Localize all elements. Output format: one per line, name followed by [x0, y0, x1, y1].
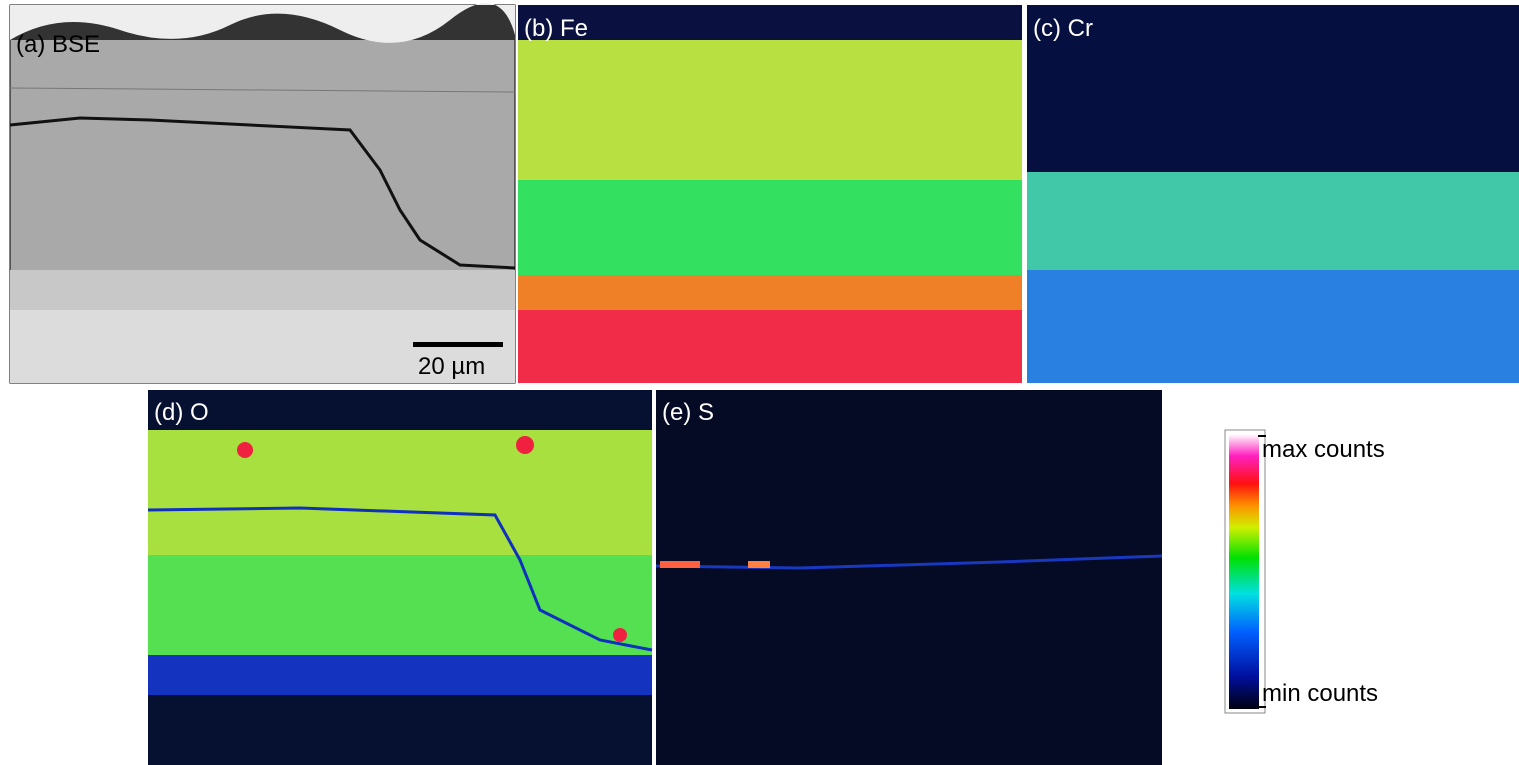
- panel-label: (b) Fe: [524, 15, 588, 42]
- band: [1027, 270, 1519, 383]
- panel-o: (d) O: [148, 390, 652, 765]
- band: [518, 275, 1022, 310]
- spot: [237, 442, 253, 458]
- panel-label: (d) O: [154, 399, 209, 426]
- band: [148, 655, 652, 695]
- colorbar: max counts min counts: [1225, 430, 1385, 713]
- panel-frame: [656, 390, 1162, 765]
- panel-label: (e) S: [662, 399, 714, 426]
- band: [148, 430, 652, 555]
- panel-fe: (b) Fe: [518, 5, 1022, 383]
- panel-cr: (c) Cr: [1027, 5, 1519, 383]
- spot: [660, 561, 700, 568]
- scale-label: 20 µm: [418, 353, 485, 380]
- figure: 20 µm (a) BSE (b) Fe (c) Cr (d) O (e) S: [0, 0, 1519, 765]
- band: [10, 270, 515, 310]
- colorbar-gradient: [1229, 434, 1259, 709]
- spot: [516, 436, 534, 454]
- panel-s: (e) S: [656, 390, 1162, 765]
- scale-bar: [413, 342, 503, 347]
- band: [148, 555, 652, 655]
- min-label: min counts: [1262, 680, 1378, 707]
- spot: [748, 561, 770, 568]
- panel-label: (a) BSE: [16, 31, 100, 58]
- band: [518, 40, 1022, 180]
- band: [518, 180, 1022, 275]
- band: [518, 310, 1022, 383]
- panel-label: (c) Cr: [1033, 15, 1093, 42]
- page: 20 µm (a) BSE (b) Fe (c) Cr (d) O (e) S: [0, 0, 1519, 765]
- max-label: max counts: [1262, 436, 1385, 463]
- band: [1027, 172, 1519, 270]
- panel-bse: 20 µm (a) BSE: [10, 3, 515, 383]
- spot: [613, 628, 627, 642]
